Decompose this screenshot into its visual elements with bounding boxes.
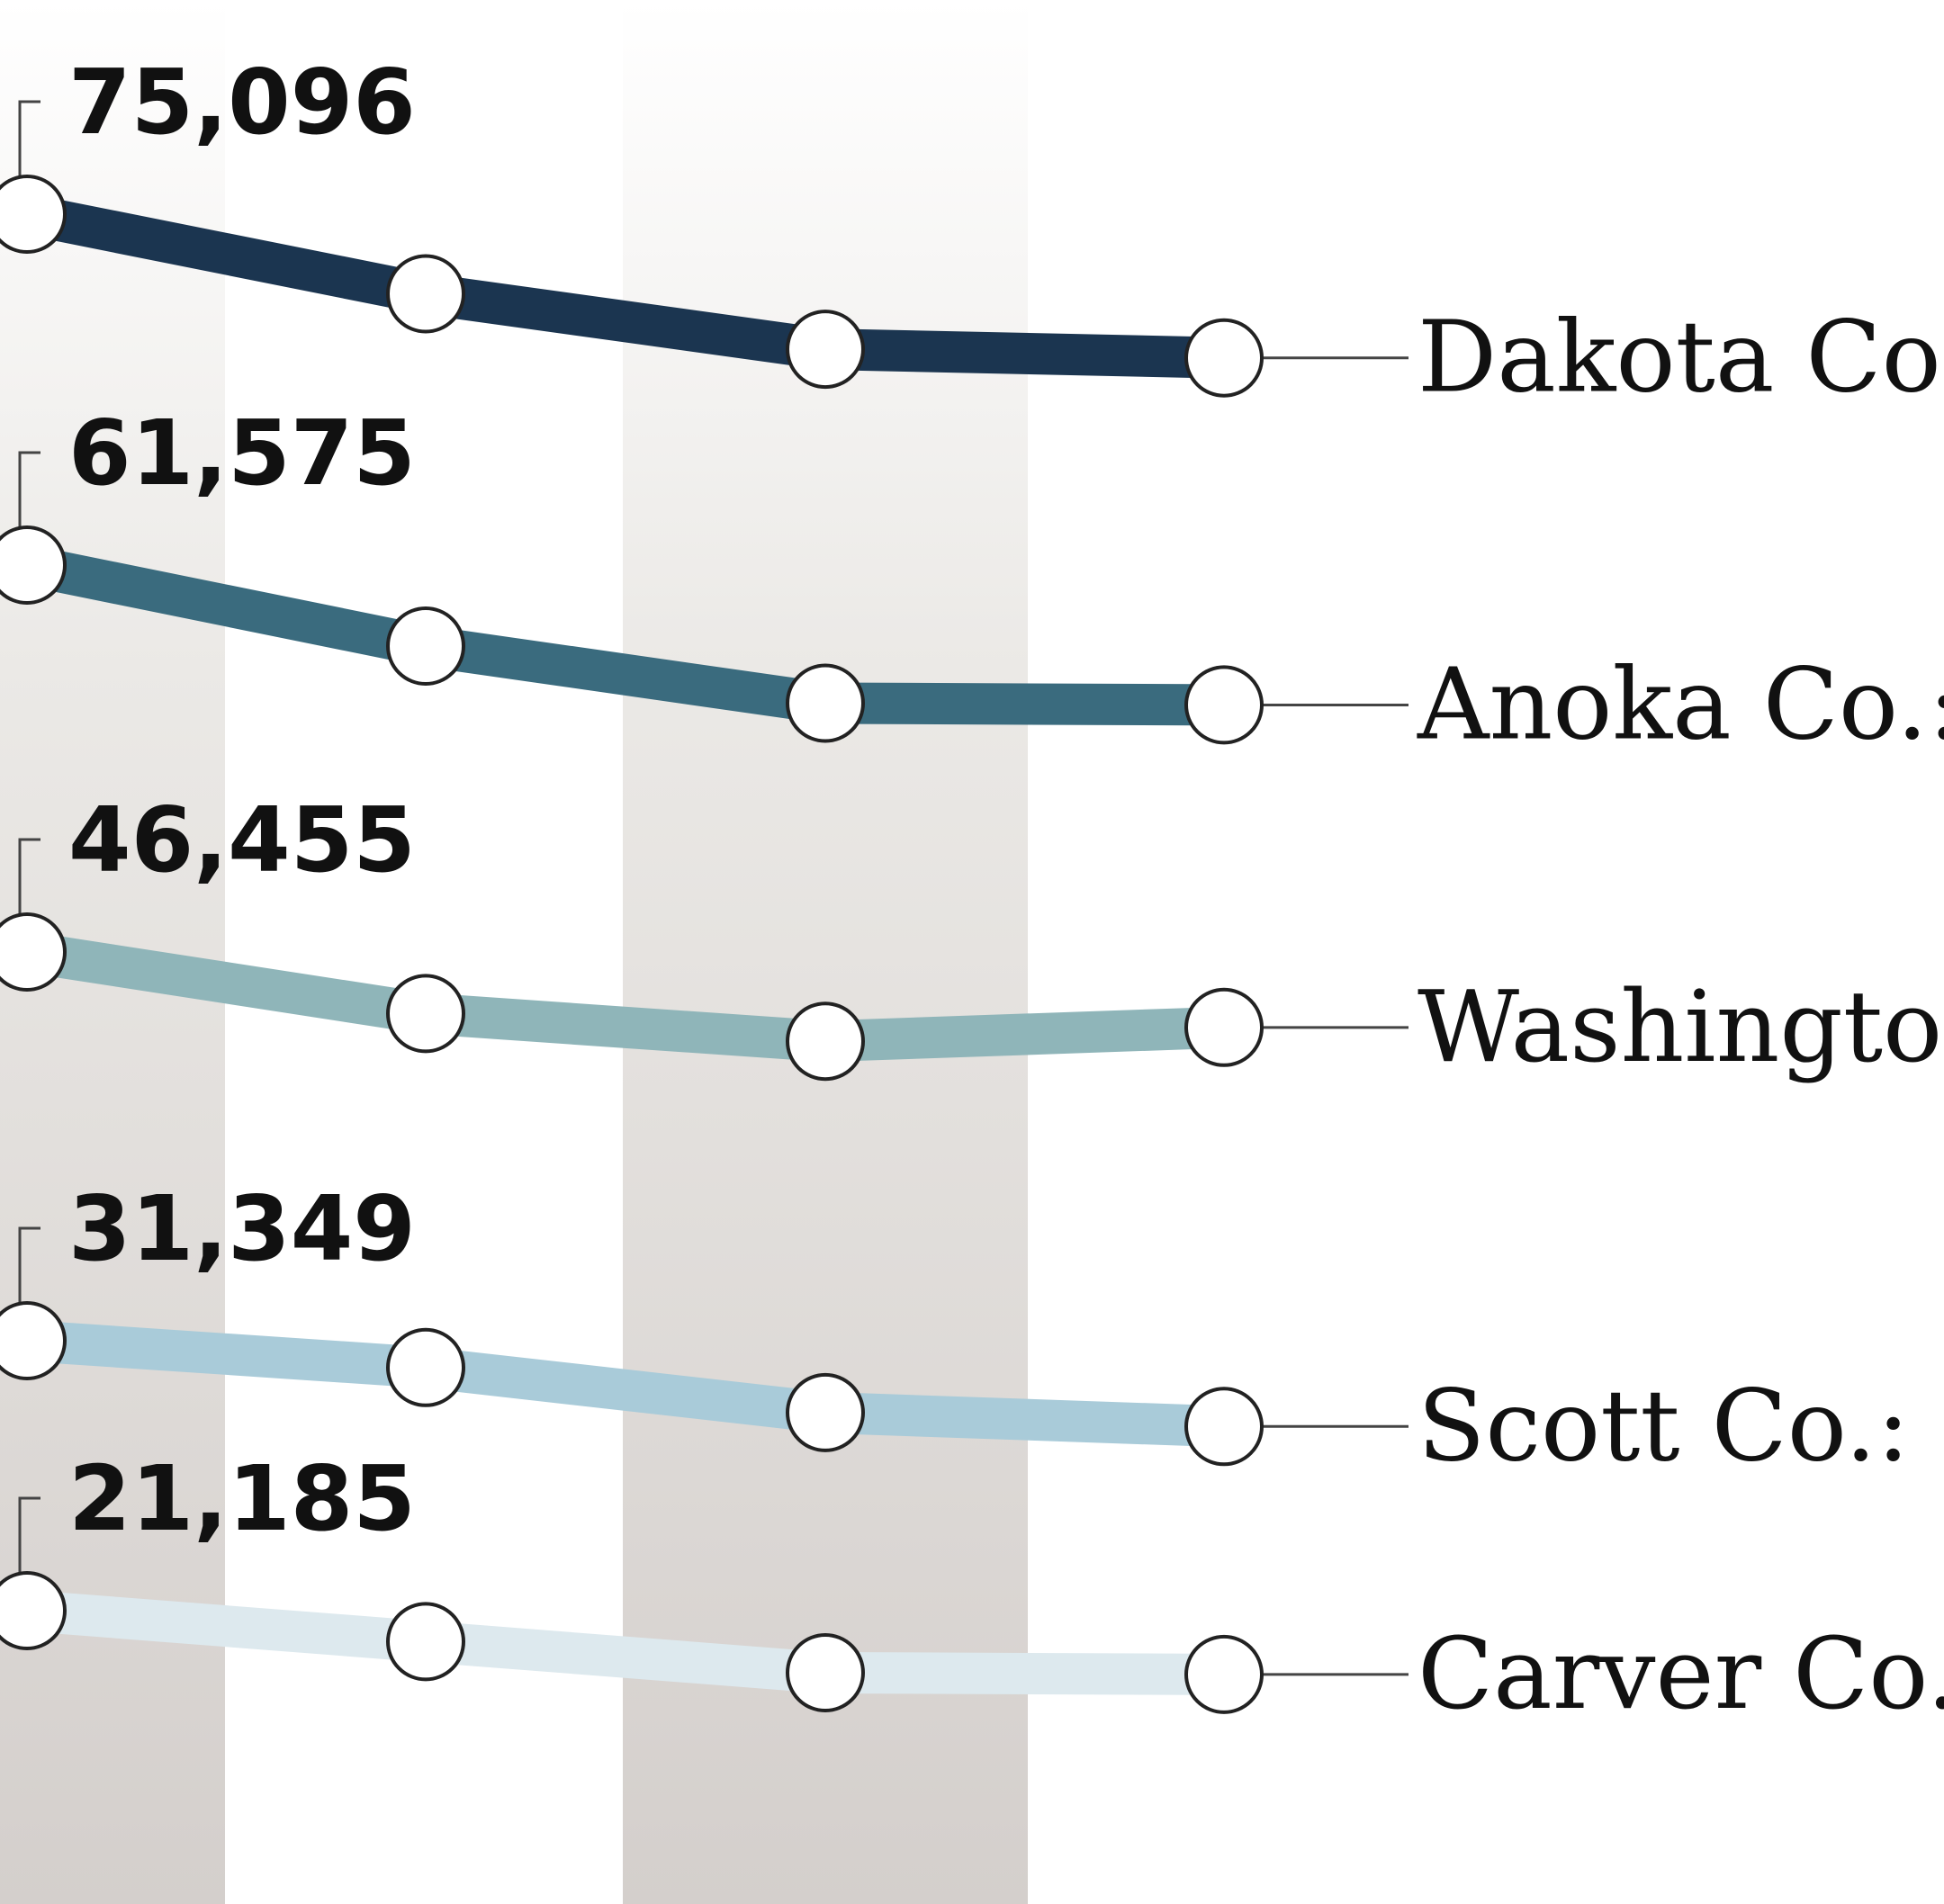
- data-point: [1184, 665, 1264, 745]
- data-point: [1184, 1387, 1264, 1467]
- data-point: [386, 1602, 465, 1682]
- start-value-label: 46,455: [68, 787, 416, 893]
- data-point: [0, 525, 67, 605]
- series-end-value: 2: [1941, 1368, 1944, 1483]
- series-line: [6, 931, 1245, 1063]
- data-point: [1184, 318, 1264, 398]
- start-label-leader: [18, 100, 40, 176]
- series-4: 31,349 Scott Co.: 2: [0, 1176, 1944, 1483]
- data-point: [0, 1571, 67, 1650]
- data-point: [386, 974, 465, 1054]
- series-1: 75,096 Dakota Co.: [0, 49, 1944, 415]
- data-point: [786, 1001, 865, 1082]
- series-end-label: Carver Co.:: [1418, 1616, 1944, 1731]
- data-point: [786, 1372, 865, 1452]
- data-point: [1184, 1634, 1264, 1714]
- start-label-leader: [18, 1496, 40, 1573]
- data-point: [786, 310, 865, 390]
- series-line: [6, 193, 1245, 379]
- start-label-leader: [18, 838, 40, 914]
- data-point: [1184, 987, 1264, 1067]
- data-point: [386, 1327, 465, 1407]
- data-point: [0, 175, 67, 254]
- start-value-label: 75,096: [68, 49, 416, 155]
- background-band: [623, 0, 1028, 1904]
- data-point: [786, 663, 865, 743]
- start-value-label: 61,575: [68, 400, 416, 506]
- data-point: [0, 1301, 67, 1380]
- series-3: 46,455 Washingto: [0, 787, 1942, 1084]
- series-line: [6, 1590, 1245, 1695]
- data-point: [786, 1633, 865, 1712]
- data-point: [0, 912, 67, 992]
- start-value-label: 21,185: [68, 1446, 416, 1551]
- series-layer: 75,096 Dakota Co. 61,575 Anoka Co.: 46,455 Wa…: [0, 49, 1944, 1731]
- series-5: 21,185 Carver Co.:: [0, 1446, 1944, 1731]
- series-end-label: Washingto: [1418, 969, 1942, 1084]
- data-point: [386, 606, 465, 686]
- series-end-label: Scott Co.: 2: [1418, 1368, 1944, 1483]
- start-label-leader: [18, 1226, 40, 1303]
- series-line: [6, 1320, 1245, 1448]
- series-2: 61,575 Anoka Co.:: [0, 400, 1944, 761]
- start-value-label: 31,349: [68, 1176, 416, 1281]
- series-end-label: Dakota Co.: [1418, 300, 1944, 415]
- data-point: [386, 254, 465, 334]
- series-line: [6, 544, 1245, 726]
- start-label-leader: [18, 451, 40, 527]
- series-end-label: Anoka Co.:: [1417, 646, 1944, 761]
